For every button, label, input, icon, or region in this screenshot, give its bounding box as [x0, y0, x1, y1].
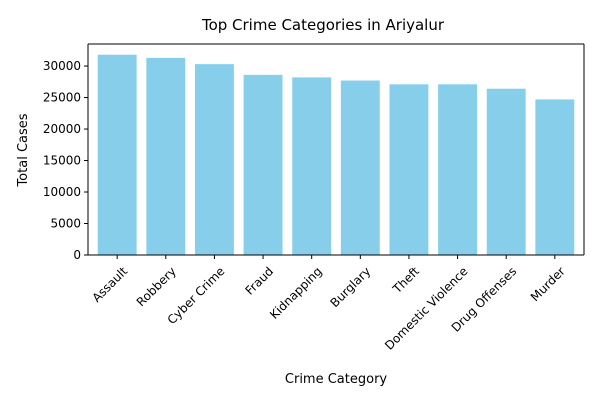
x-axis-label: Crime Category: [285, 372, 388, 387]
y-tick-label: 5000: [50, 217, 81, 231]
bar-drug-offenses: [486, 88, 526, 255]
chart-title: Top Crime Categories in Ariyalur: [201, 16, 445, 34]
y-axis-ticks: 0 5000 10000 15000 20000 25000 30000: [43, 59, 88, 262]
x-tick-label: Kidnapping: [267, 264, 325, 322]
bar-fraud: [243, 74, 283, 255]
y-tick-label: 10000: [43, 185, 81, 199]
x-tick-label: Theft: [389, 264, 422, 297]
x-tick-label: Fraud: [242, 264, 276, 298]
bar-domestic-violence: [438, 84, 478, 255]
y-tick-label: 30000: [43, 59, 81, 73]
bar-robbery: [146, 57, 186, 255]
y-tick-label: 15000: [43, 154, 81, 168]
bars-group: [97, 54, 575, 256]
x-tick-label: Burglary: [327, 264, 373, 310]
bar-burglary: [340, 80, 380, 255]
y-tick-label: 20000: [43, 122, 81, 136]
x-tick-label: Robbery: [134, 264, 179, 309]
bar-theft: [389, 84, 429, 255]
y-tick-label: 25000: [43, 91, 81, 105]
bar-cyber-crime: [194, 64, 234, 256]
x-tick-label: Assault: [89, 264, 130, 305]
x-tick-label: Murder: [528, 264, 568, 304]
y-tick-label: 0: [73, 248, 81, 262]
bar-kidnapping: [292, 77, 332, 256]
bar-murder: [535, 99, 575, 255]
bar-assault: [97, 54, 137, 256]
x-tick-label: Domestic Violence: [382, 264, 471, 353]
y-axis-label: Total Cases: [16, 113, 31, 187]
